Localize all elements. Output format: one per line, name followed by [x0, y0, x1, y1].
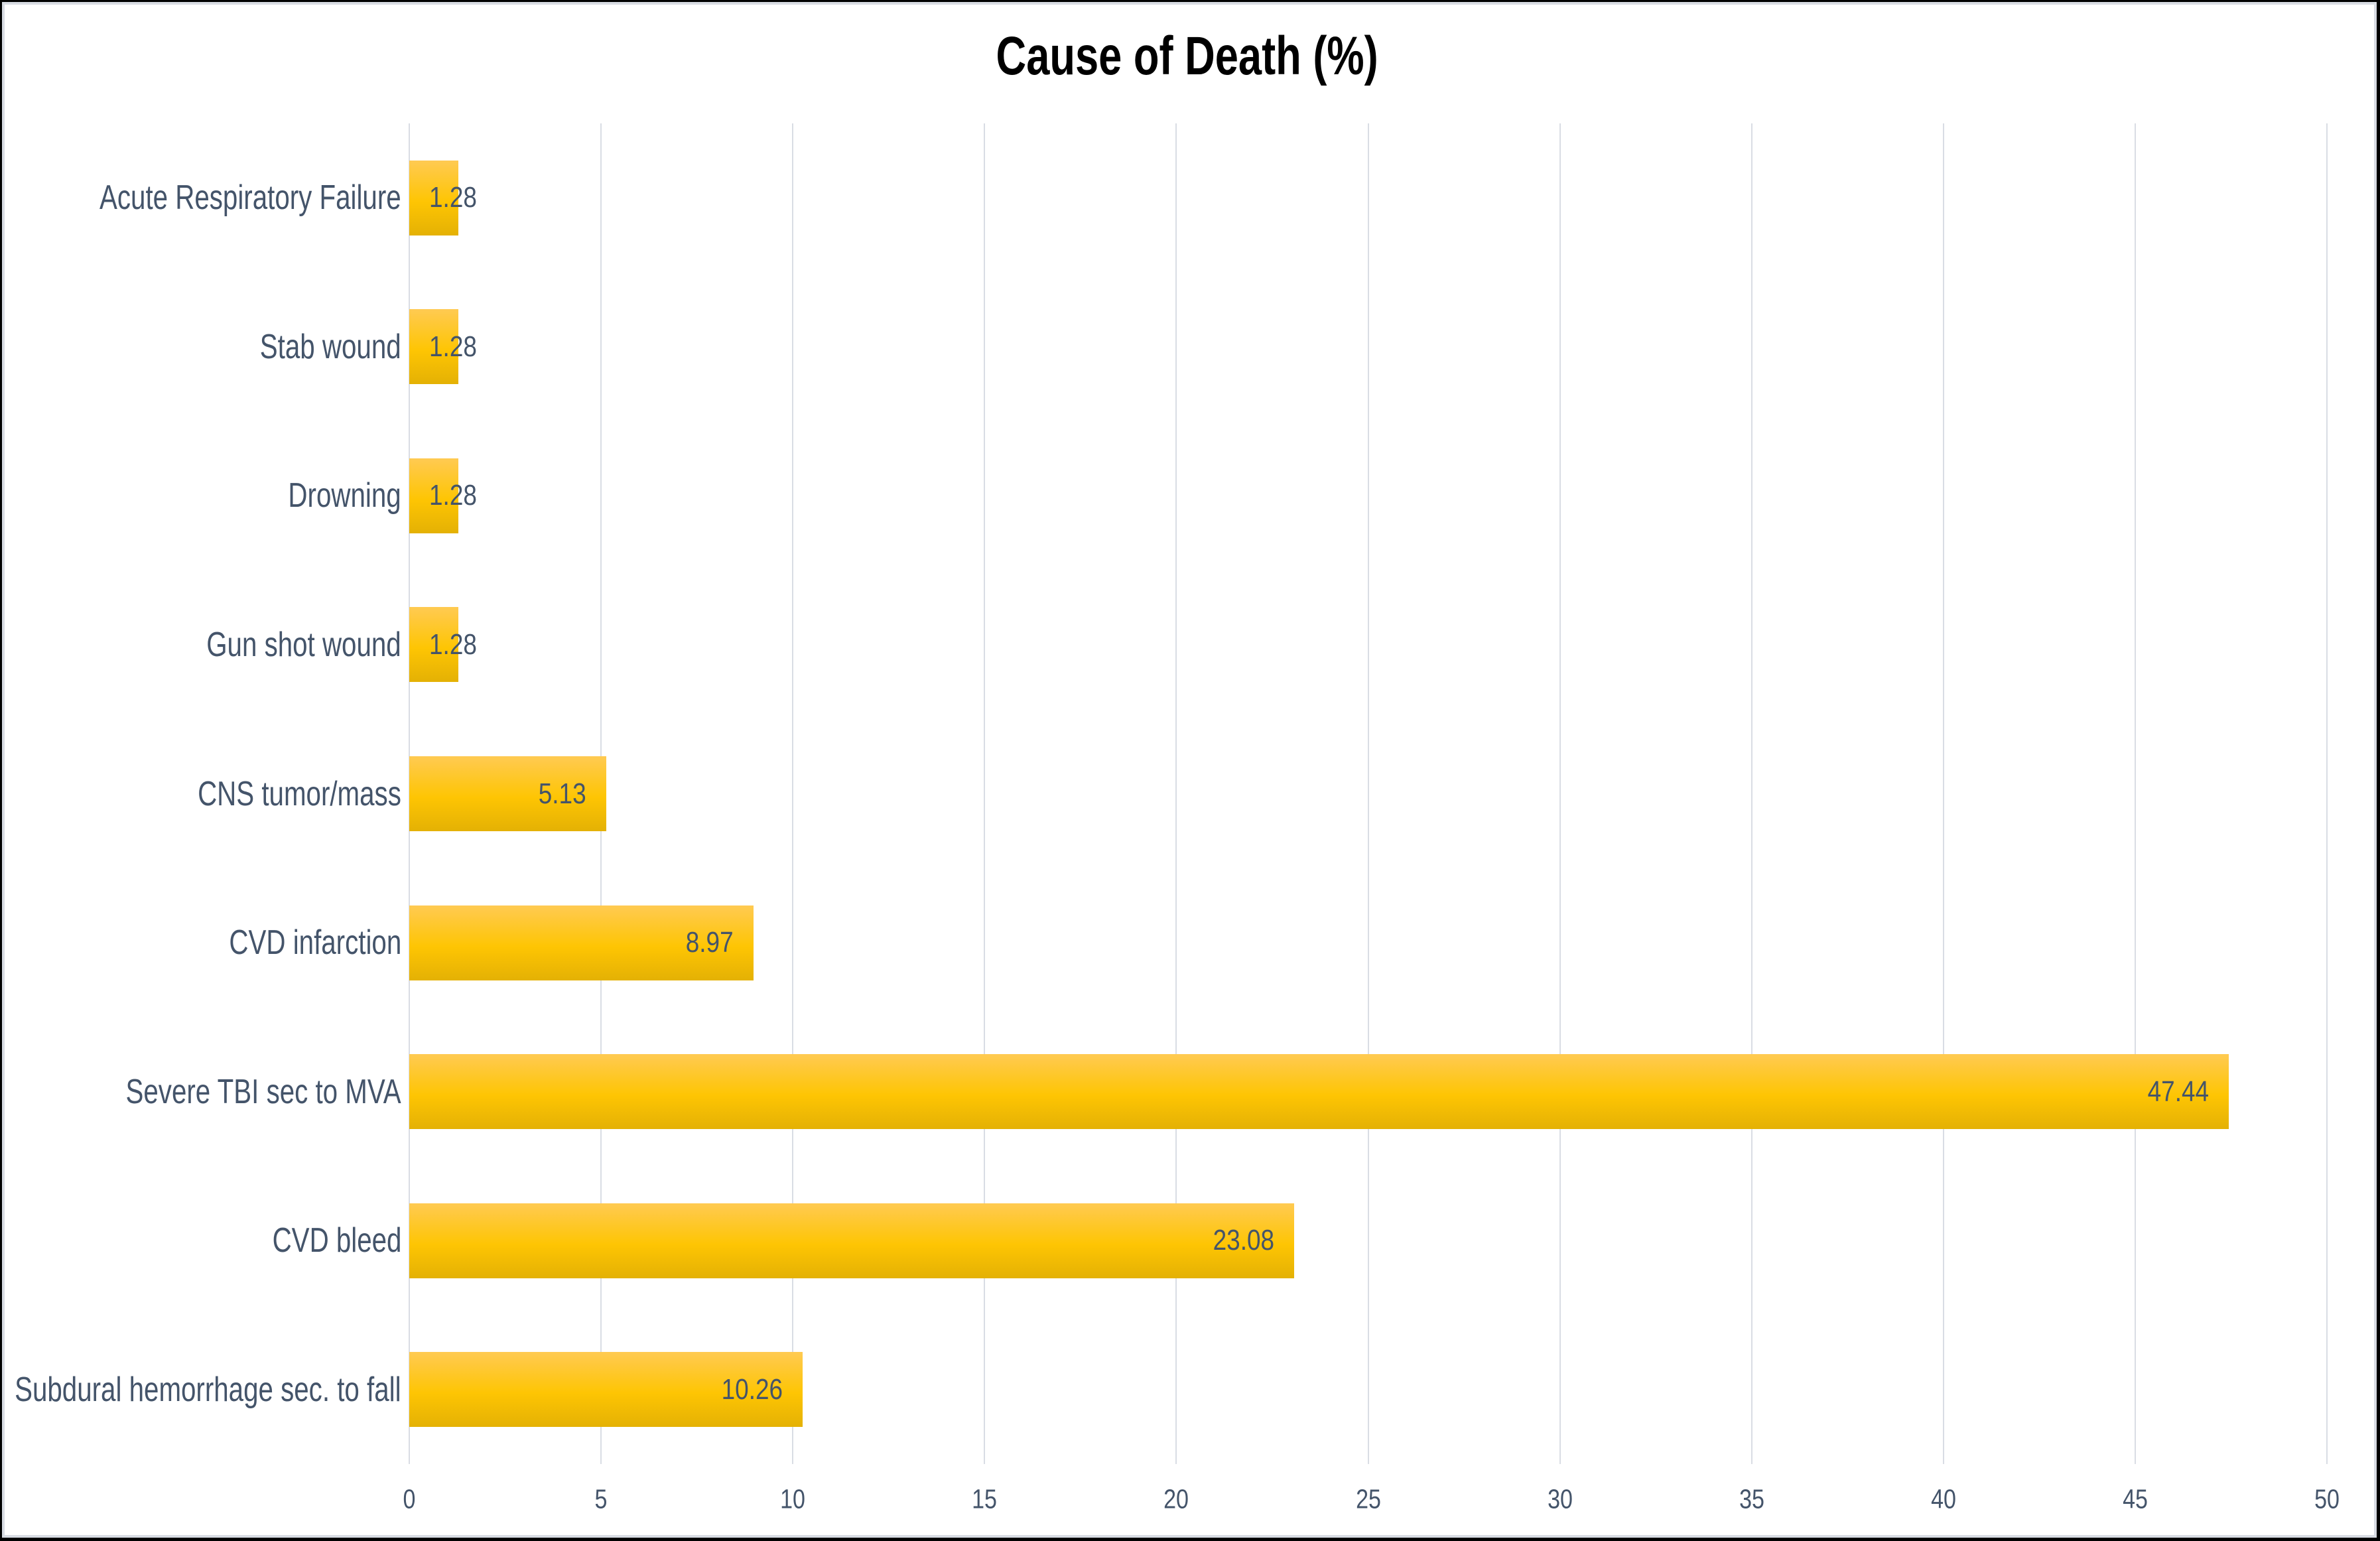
bar-2	[409, 309, 458, 385]
value-label-3: 1.28	[429, 479, 477, 512]
category-label-3: Drowning	[288, 476, 401, 515]
bar-5	[409, 756, 606, 831]
category-label-8: CVD bleed	[272, 1221, 401, 1260]
bar-4	[409, 607, 458, 683]
category-label-6: CVD infarction	[229, 923, 401, 963]
chart-title: Cause of Death (%)	[3, 29, 2372, 84]
value-label-2: 1.28	[429, 330, 477, 363]
x-tick-label-15: 15	[972, 1483, 998, 1514]
gridline-x-35	[1751, 123, 1752, 1464]
value-label-5: 5.13	[538, 777, 586, 810]
gridline-x-20	[1175, 123, 1177, 1464]
bar-3	[409, 458, 458, 533]
category-label-4: Gun shot wound	[206, 625, 401, 664]
x-tick-label-25: 25	[1355, 1483, 1381, 1514]
value-label-4: 1.28	[429, 628, 477, 661]
chart-title-text: Cause of Death (%)	[996, 26, 1379, 86]
value-label-7: 47.44	[2147, 1075, 2209, 1108]
bar-9	[409, 1352, 803, 1428]
gridline-x-15	[984, 123, 986, 1464]
x-tick-label-20: 20	[1163, 1483, 1189, 1514]
gridline-x-45	[2134, 123, 2136, 1464]
value-label-1: 1.28	[429, 181, 477, 214]
bar-1	[409, 160, 458, 235]
category-label-1: Acute Respiratory Failure	[99, 178, 401, 218]
bar-8	[409, 1203, 1295, 1278]
category-label-5: CNS tumor/mass	[198, 774, 401, 813]
value-label-9: 10.26	[721, 1373, 783, 1406]
x-tick-label-0: 0	[403, 1483, 416, 1514]
gridline-x-10	[792, 123, 794, 1464]
x-tick-label-35: 35	[1739, 1483, 1764, 1514]
category-label-9: Subdural hemorrhage sec. to fall	[15, 1370, 401, 1409]
value-label-6: 8.97	[685, 926, 734, 959]
category-label-2: Stab wound	[260, 327, 401, 366]
x-tick-label-10: 10	[780, 1483, 806, 1514]
bar-6	[409, 905, 754, 980]
gridline-x-50	[2326, 123, 2328, 1464]
x-tick-label-40: 40	[1930, 1483, 1956, 1514]
x-tick-label-50: 50	[2314, 1483, 2340, 1514]
value-label-8: 23.08	[1213, 1224, 1275, 1257]
bar-7	[409, 1054, 2229, 1130]
gridline-x-40	[1942, 123, 1944, 1464]
gridline-x-30	[1559, 123, 1561, 1464]
x-tick-label-5: 5	[594, 1483, 608, 1514]
x-tick-label-30: 30	[1547, 1483, 1573, 1514]
category-label-7: Severe TBI sec to MVA	[125, 1072, 401, 1111]
gridline-x-25	[1367, 123, 1369, 1464]
x-tick-label-45: 45	[2122, 1483, 2148, 1514]
